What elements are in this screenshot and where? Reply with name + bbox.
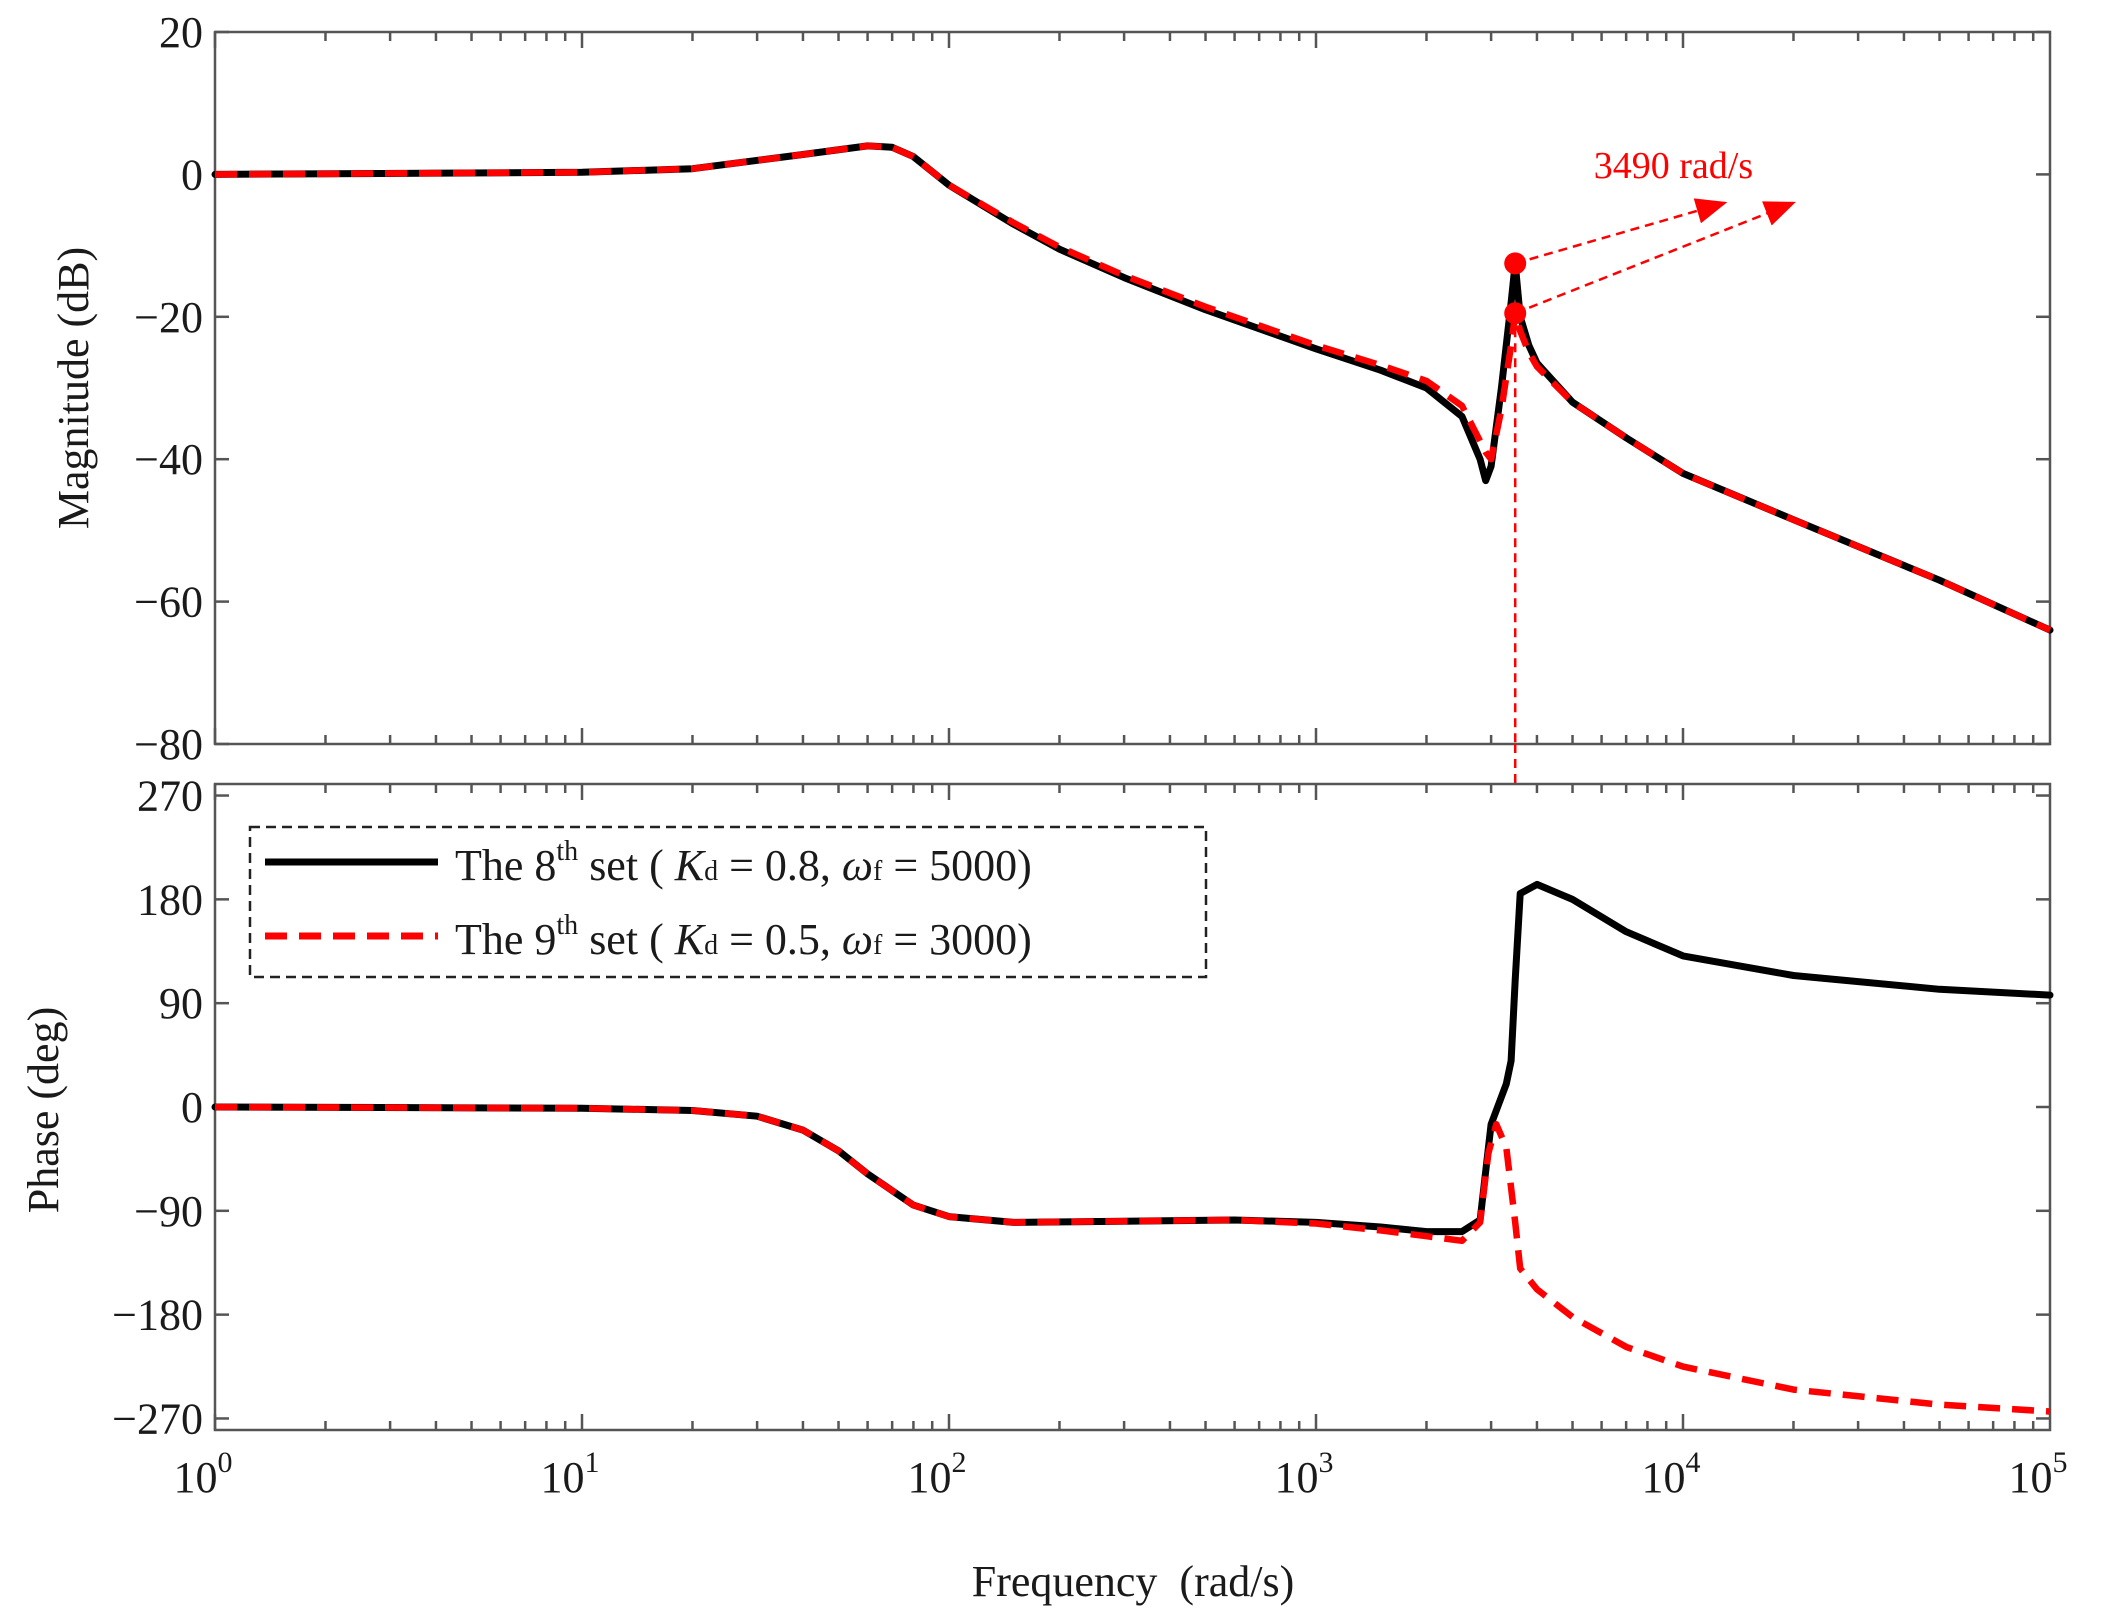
resonance-marker-0 — [1504, 252, 1527, 275]
legend-9-mid: set ( — [578, 915, 675, 964]
legend-8-wval: = 5000) — [882, 841, 1031, 890]
mag-ytick-label-0: 20 — [159, 8, 203, 57]
ph-ytick-label-2: 90 — [159, 979, 203, 1028]
magnitude-panel: 20 0 −20 −40 −60 −80 3490 rad/s Magnitude (dB… — [49, 8, 2054, 784]
resonance-frequency-label: 3490 rad/s — [1594, 145, 1753, 187]
legend-9-wsub: f — [873, 930, 883, 961]
ph-series-red-dashed — [214, 1103, 2051, 1415]
frequency-axis-label: Frequency (rad/s) — [972, 1557, 1295, 1606]
resonance-marker-1 — [1504, 302, 1527, 325]
xtick-label-exp-5: 5 — [2053, 1446, 2068, 1479]
ph-ytick-label-3: 0 — [181, 1083, 203, 1132]
xtick-label-exp-2: 2 — [952, 1446, 967, 1479]
xtick-label-exp-0: 0 — [218, 1446, 233, 1479]
legend-9-prefix: The 9 — [455, 915, 556, 964]
legend-9-ksub: d — [704, 930, 718, 961]
mag-ytick-label-1: 0 — [181, 150, 203, 199]
magnitude-axis-label: Magnitude (dB) — [49, 247, 98, 529]
legend-8-w: ω — [842, 841, 873, 890]
ph-ytick-label-4: −90 — [134, 1187, 203, 1236]
legend-8-wsub: f — [873, 856, 883, 887]
legend-8-k: K — [674, 841, 707, 890]
mag-ytick-label-4: −60 — [134, 578, 203, 627]
resonance-arrow-1 — [1514, 201, 1796, 315]
legend: The 8th set ( Kd = 0.8, ωf = 5000) The 9… — [248, 825, 1208, 979]
mag-ytick-label-2: −20 — [134, 293, 203, 342]
ph-ytick-label-5: −180 — [112, 1291, 203, 1340]
resonance-annotation: 3490 rad/s — [1504, 145, 1796, 784]
xtick-label-base-3: 10 — [1275, 1453, 1319, 1502]
legend-9-kval: = 0.5, — [718, 915, 842, 964]
legend-9-k: K — [674, 915, 707, 964]
resonance-arrow-0 — [1514, 198, 1728, 265]
legend-entry-9th: The 9th set ( Kd = 0.5, ωf = 3000) — [455, 910, 1032, 964]
legend-9-w: ω — [842, 915, 873, 964]
magnitude-axes-box — [213, 30, 2052, 746]
xtick-label-base-4: 10 — [1642, 1453, 1686, 1502]
legend-9-wval: = 3000) — [882, 915, 1031, 964]
mag-ytick-label-3: −40 — [134, 435, 203, 484]
xtick-label-2: 102 — [908, 1446, 967, 1502]
phase-lines — [211, 880, 2054, 1415]
legend-8-ksub: d — [704, 856, 718, 887]
xtick-label-base-0: 10 — [174, 1453, 218, 1502]
xtick-label-base-1: 10 — [541, 1453, 585, 1502]
magnitude-ticks: 20 0 −20 −40 −60 −80 — [134, 8, 2050, 769]
legend-box — [248, 825, 1208, 979]
legend-8-mid: set ( — [578, 841, 675, 890]
mag-ytick-label-5: −80 — [134, 720, 203, 769]
xtick-label-0: 100 — [174, 1446, 233, 1502]
mag-series-black-solid — [211, 142, 2054, 634]
xtick-label-base-5: 10 — [2009, 1453, 2053, 1502]
legend-8-kval: = 0.8, — [718, 841, 842, 890]
xtick-label-3: 103 — [1275, 1446, 1334, 1502]
legend-8-prefix: The 8 — [455, 841, 556, 890]
xtick-label-exp-1: 1 — [585, 1446, 600, 1479]
phase-axis-label: Phase (deg) — [19, 1007, 68, 1214]
magnitude-lines — [211, 142, 2054, 634]
xtick-label-exp-4: 4 — [1686, 1446, 1701, 1479]
xtick-label-1: 101 — [541, 1446, 600, 1502]
legend-entry-8th: The 8th set ( Kd = 0.8, ωf = 5000) — [455, 836, 1032, 890]
legend-8-sup: th — [556, 836, 578, 867]
xtick-label-4: 104 — [1642, 1446, 1701, 1502]
ph-ytick-label-6: −270 — [112, 1394, 203, 1443]
mag-series-red-dashed — [214, 142, 2052, 634]
ph-ytick-label-0: 270 — [137, 772, 203, 821]
xtick-label-exp-3: 3 — [1319, 1446, 1334, 1479]
legend-9-sup: th — [556, 910, 578, 941]
ph-ytick-label-1: 180 — [137, 875, 203, 924]
xtick-label-5: 105 — [2009, 1446, 2068, 1502]
xtick-label-base-2: 10 — [908, 1453, 952, 1502]
